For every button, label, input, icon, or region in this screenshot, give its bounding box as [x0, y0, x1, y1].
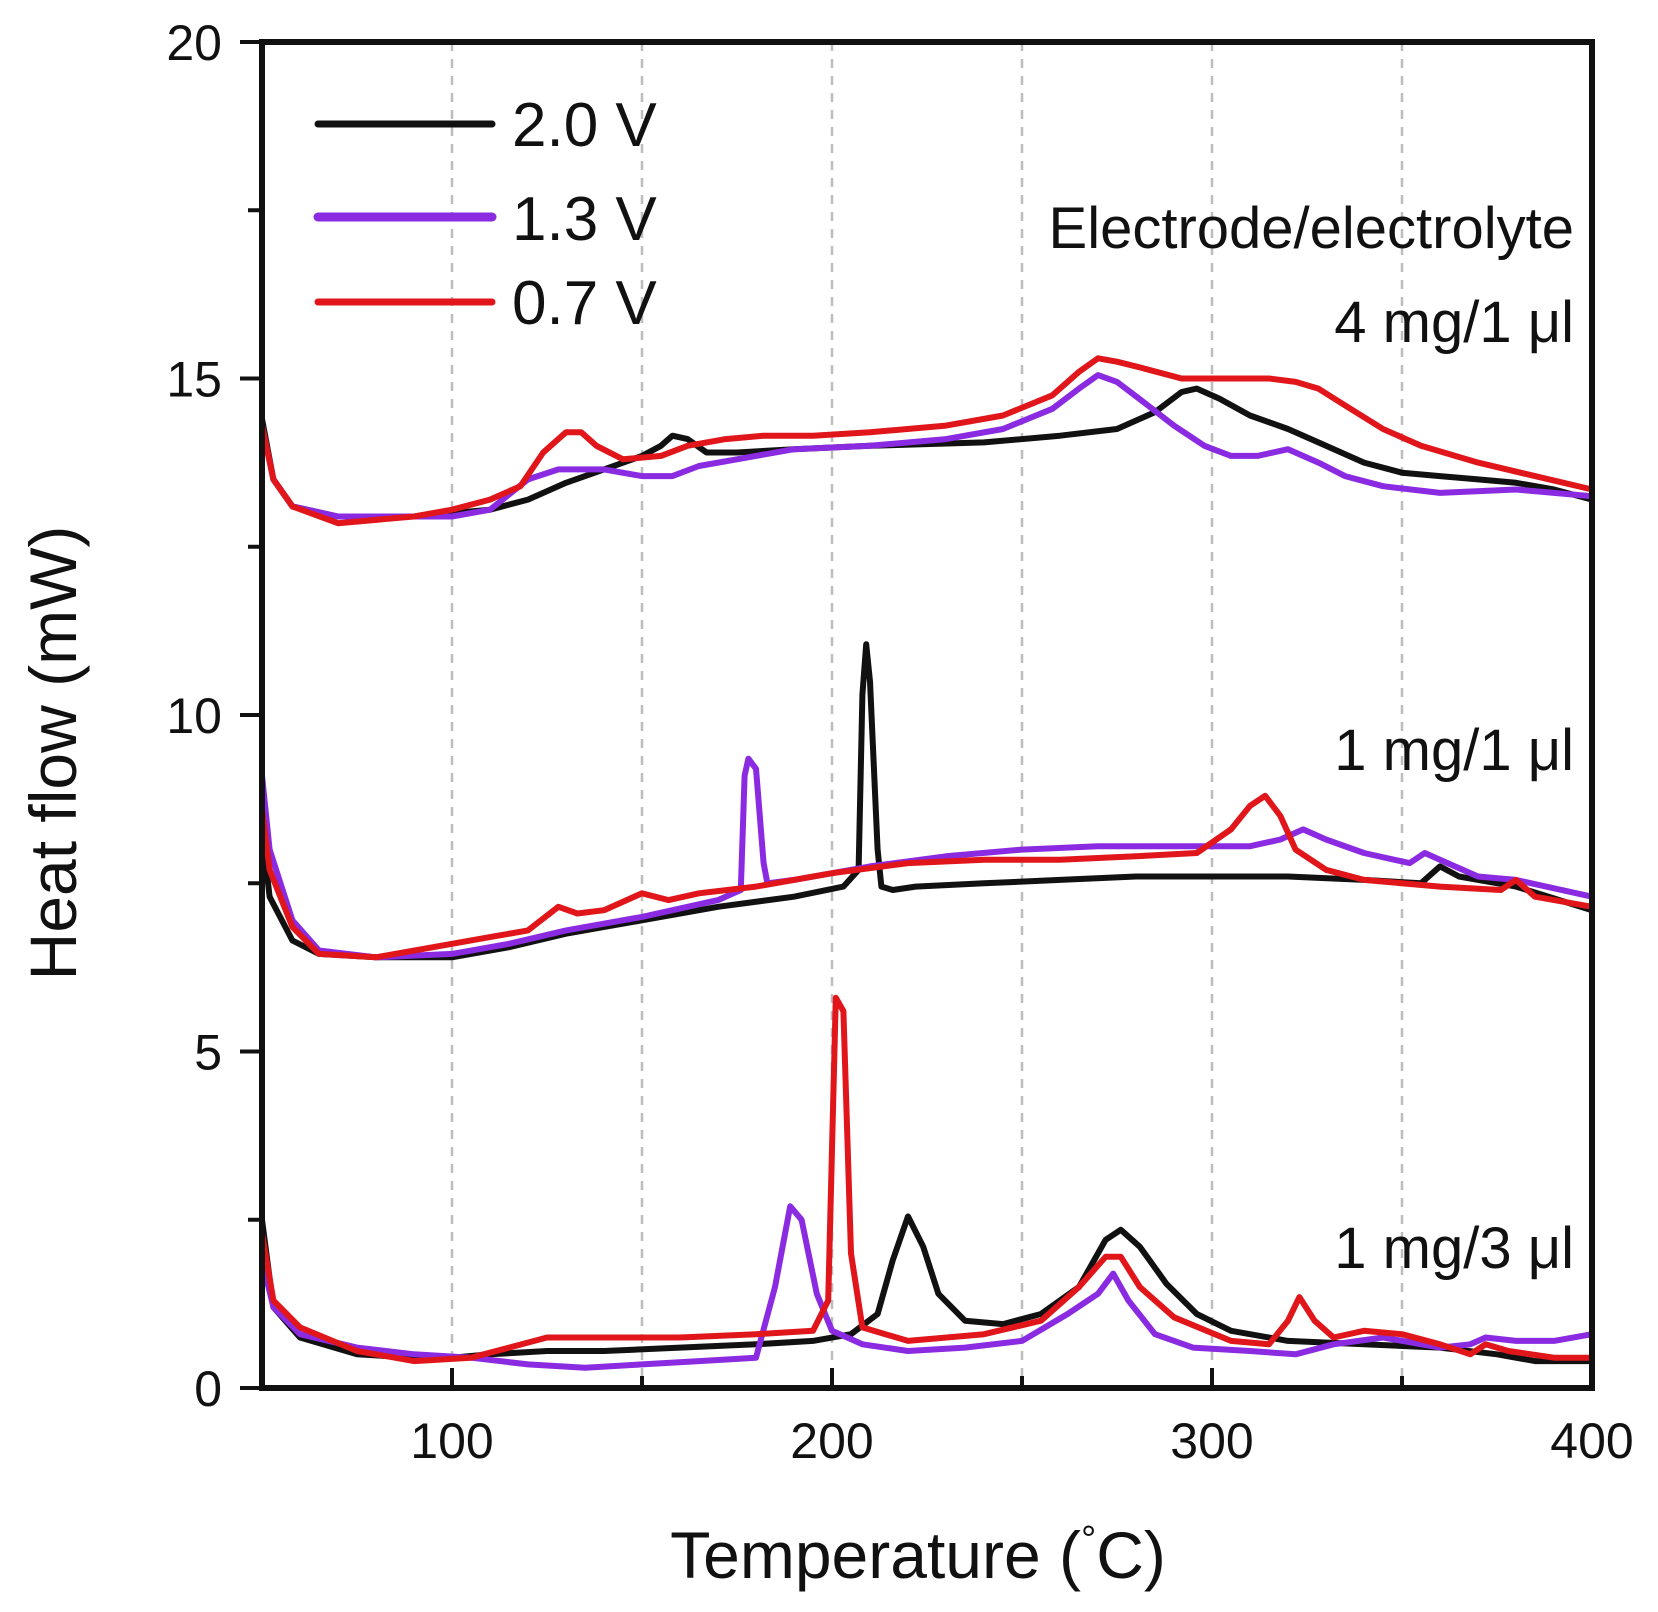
- x-axis-title-main: Temperature (: [670, 1518, 1081, 1592]
- y-tick-label-15: 15: [166, 352, 222, 408]
- x-tick-label-200: 200: [790, 1413, 873, 1469]
- series-4-mg-1-l-2-0-v: [259, 385, 1595, 520]
- annotation-1mg-1ul: 1 mg/1 μl: [1334, 718, 1574, 783]
- grid-lines: [450, 42, 1404, 1388]
- annotation-1mg-3ul: 1 mg/3 μl: [1334, 1216, 1574, 1281]
- x-axis-title: Temperature (°C): [670, 1518, 1166, 1592]
- legend-label-0-7-v: 0.7 V: [512, 269, 657, 338]
- series-1-mg-3-l-1-3-v: [259, 1203, 1595, 1371]
- x-axis-title-unit: C): [1096, 1518, 1166, 1592]
- series-1-mg-1-l-0-7-v: [259, 792, 1595, 961]
- axis-ticks: 100 200 300 400 0 5 10 15 20: [166, 15, 1633, 1469]
- legend-label-1-3-v: 1.3 V: [512, 185, 657, 254]
- annotation-4mg-1ul: 4 mg/1 μl: [1334, 290, 1574, 355]
- series-1-mg-1-l-2-0-v: [259, 641, 1595, 961]
- annotation-electrode-electrolyte: Electrode/electrolyte: [1049, 196, 1574, 261]
- x-tick-label-300: 300: [1170, 1413, 1253, 1469]
- legend: 2.0 V 1.3 V 0.7 V: [313, 91, 657, 338]
- x-axis-title-degree: °: [1081, 1519, 1096, 1561]
- y-tick-label-0: 0: [194, 1361, 222, 1417]
- series-4-mg-1-l-0-7-v: [259, 355, 1595, 527]
- y-tick-label-20: 20: [166, 15, 222, 71]
- legend-label-2-0-v: 2.0 V: [512, 91, 657, 160]
- series-4-mg-1-l-1-3-v: [259, 372, 1595, 520]
- series-1-mg-1-l-1-3-v: [259, 755, 1595, 961]
- series-lines: [259, 355, 1595, 1371]
- y-axis-title: Heat flow (mW): [16, 526, 90, 981]
- x-tick-label-400: 400: [1550, 1413, 1633, 1469]
- x-tick-label-100: 100: [410, 1413, 493, 1469]
- series-1-mg-3-l-0-7-v: [259, 994, 1595, 1365]
- y-tick-label-5: 5: [194, 1025, 222, 1081]
- y-tick-label-10: 10: [166, 688, 222, 744]
